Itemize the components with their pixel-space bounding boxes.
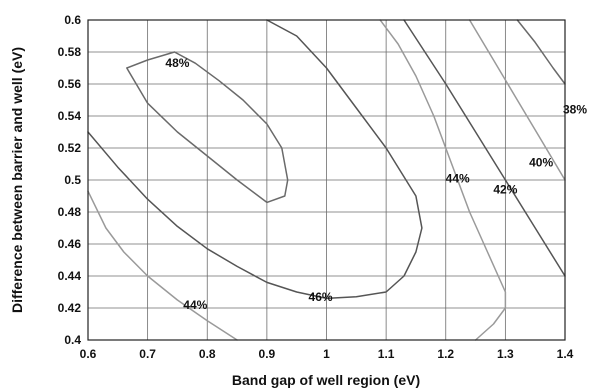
contour-line-42pct xyxy=(403,19,566,277)
x-tick-label: 1.1 xyxy=(378,347,395,361)
contour-line-44pct xyxy=(87,190,238,341)
contour-label: 42% xyxy=(493,183,517,197)
y-axis-label: Difference between barrier and well (eV) xyxy=(9,47,25,313)
y-tick-label: 0.54 xyxy=(58,109,82,123)
y-tick-label: 0.42 xyxy=(58,301,82,315)
contour-line-38pct xyxy=(516,19,566,85)
x-tick-label: 1 xyxy=(323,347,330,361)
contour-line-44pct xyxy=(379,19,507,341)
x-tick-label: 0.7 xyxy=(139,347,156,361)
y-tick-label: 0.5 xyxy=(64,173,81,187)
contour-labels: 48% 46% 44% 44% 42% 40% 38% xyxy=(165,56,587,312)
y-tick-labels: 0.4 0.42 0.44 0.46 0.48 0.5 0.52 0.54 0.56 0.58 0.… xyxy=(58,13,82,347)
y-tick-label: 0.58 xyxy=(58,45,82,59)
contour-label: 48% xyxy=(165,56,189,70)
x-axis-label: Band gap of well region (eV) xyxy=(232,372,420,388)
y-tick-label: 0.48 xyxy=(58,205,82,219)
contour-line-40pct xyxy=(468,19,566,181)
y-tick-label: 0.56 xyxy=(58,77,82,91)
contour-lines xyxy=(87,19,566,341)
contour-line-46pct xyxy=(87,19,423,300)
y-tick-label: 0.44 xyxy=(58,269,82,283)
y-tick-label: 0.6 xyxy=(64,13,81,27)
x-tick-label: 1.3 xyxy=(497,347,514,361)
x-tick-label: 0.8 xyxy=(199,347,216,361)
contour-line-48pct xyxy=(126,51,289,204)
y-tick-label: 0.46 xyxy=(58,237,82,251)
x-tick-label: 0.9 xyxy=(259,347,276,361)
x-tick-label: 1.4 xyxy=(557,347,574,361)
contour-label: 44% xyxy=(183,298,207,312)
y-tick-label: 0.52 xyxy=(58,141,82,155)
y-tick-label: 0.4 xyxy=(64,333,81,347)
contour-label: 44% xyxy=(446,171,470,185)
x-tick-label: 1.2 xyxy=(437,347,454,361)
contour-label: 46% xyxy=(309,290,333,304)
contour-label: 38% xyxy=(563,103,587,117)
contour-label: 40% xyxy=(529,155,553,169)
plot-frame xyxy=(87,19,566,341)
x-tick-labels: 0.6 0.7 0.8 0.9 1 1.1 1.2 1.3 1.4 xyxy=(80,347,574,361)
x-tick-label: 0.6 xyxy=(80,347,97,361)
